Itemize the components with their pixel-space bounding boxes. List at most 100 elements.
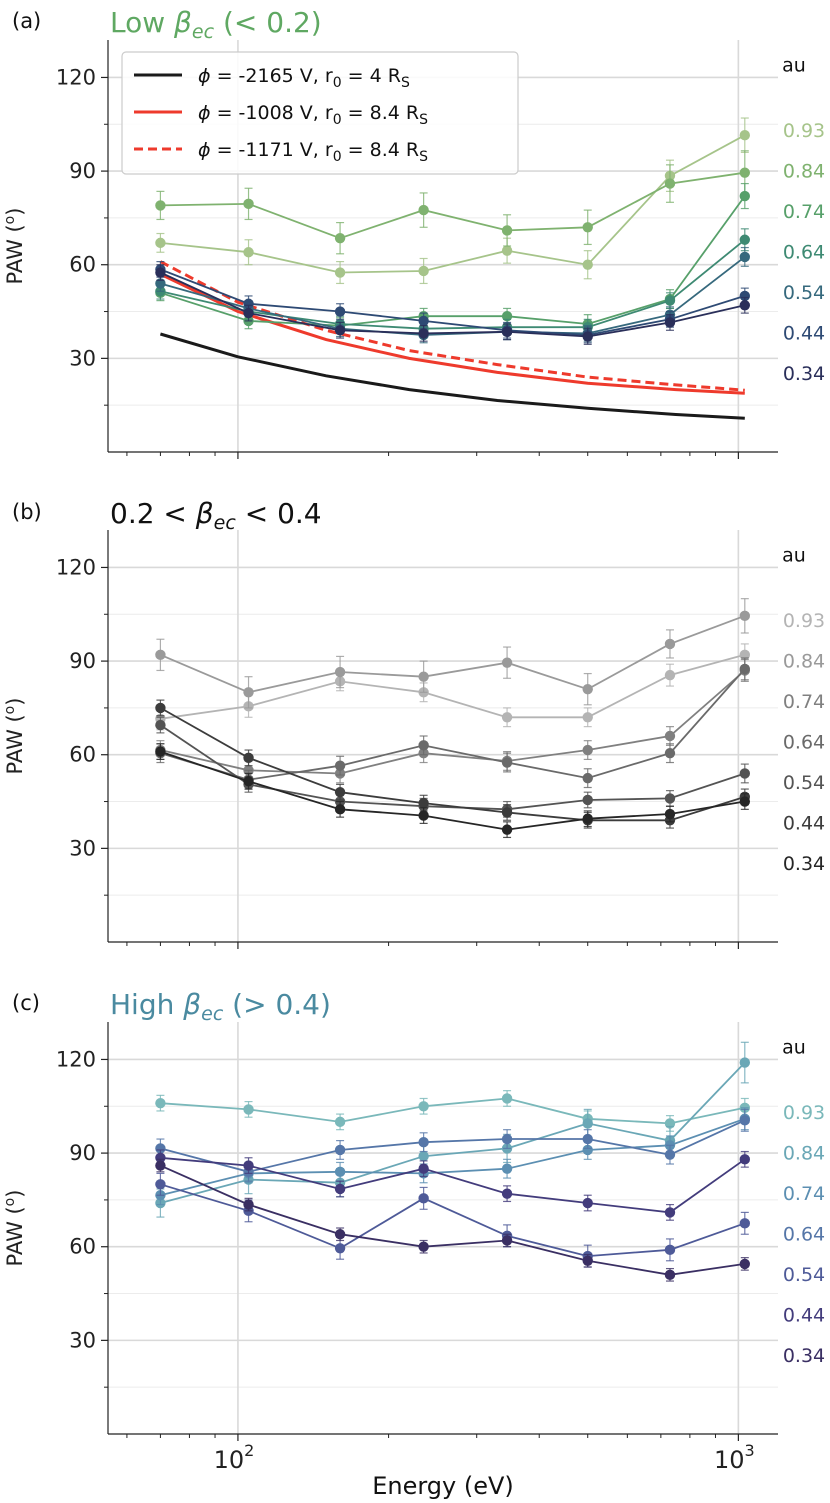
y-tick-label: 90	[69, 649, 96, 673]
model-curve	[159, 332, 745, 420]
legend-phi-text: = -1008 V, r	[211, 102, 333, 124]
data-point	[418, 1193, 429, 1204]
data-point	[334, 666, 346, 678]
y-axis-label-sup: o	[2, 1198, 18, 1207]
data-point	[739, 1218, 750, 1229]
panel-title-post: (> 0.4)	[223, 988, 331, 1021]
data-point	[334, 760, 346, 771]
data-point	[664, 730, 676, 742]
data-point	[243, 198, 254, 210]
data-point	[334, 1116, 346, 1128]
data-point	[664, 793, 676, 804]
series-label: 0.54	[783, 1264, 825, 1286]
data-point	[155, 719, 166, 731]
series-0.84	[155, 1041, 750, 1218]
panel-title-pre: Low	[110, 6, 174, 39]
series-label: 0.93	[783, 120, 825, 142]
legend-sub0: 0	[333, 149, 342, 165]
data-point	[501, 1163, 513, 1174]
data-point	[418, 1163, 429, 1174]
data-point	[334, 804, 346, 815]
data-point	[664, 178, 676, 189]
y-axis-label-text: PAW (	[3, 1206, 27, 1266]
data-point	[501, 657, 513, 668]
data-point	[334, 1144, 346, 1156]
series-label: 0.93	[783, 610, 825, 632]
data-point	[582, 772, 593, 784]
data-point	[418, 204, 429, 216]
legend-rest: = 4 R	[342, 65, 401, 87]
series-0.44	[155, 699, 750, 829]
panel-2: 30 60 90 120 PAW (o) (c) High βec (> 0.4) au 0.9…	[2, 988, 825, 1500]
data-point	[501, 245, 513, 256]
data-point	[418, 328, 429, 339]
data-point	[739, 1057, 750, 1068]
data-point	[418, 671, 429, 682]
series-label: 0.54	[783, 282, 825, 304]
data-point	[582, 712, 593, 723]
data-point	[664, 747, 676, 759]
series-line	[160, 268, 746, 336]
data-point	[243, 247, 254, 258]
data-point	[582, 1255, 593, 1266]
data-point	[582, 331, 593, 342]
legend-rest: = 8.4 R	[342, 139, 419, 161]
au-label: au	[782, 1036, 806, 1058]
data-point	[418, 740, 429, 751]
legend-entry-text: ϕ = -1008 V, r0 = 8.4 RS	[198, 102, 428, 128]
beta-symbol: β	[195, 497, 214, 530]
panel-title: 0.2 < βec < 0.4	[110, 497, 322, 534]
panel-title-post: (< 0.2)	[214, 6, 322, 39]
panel-title-post: < 0.4	[236, 497, 322, 530]
series-0.93	[155, 643, 750, 731]
data-point	[418, 265, 429, 277]
data-point	[334, 1183, 346, 1195]
data-point	[501, 1188, 513, 1199]
y-axis-label-end: )	[3, 698, 27, 706]
data-point	[243, 752, 254, 764]
data-point	[155, 1160, 166, 1171]
y-tick-label: 60	[69, 253, 96, 277]
data-point	[501, 824, 513, 835]
data-point	[334, 786, 346, 798]
series-0.34	[155, 1158, 750, 1282]
y-axis-label-text: PAW (	[3, 224, 27, 284]
legend-subS: S	[401, 75, 410, 91]
data-point	[664, 317, 676, 328]
phi-symbol: ϕ	[198, 65, 211, 87]
legend-subS: S	[419, 149, 428, 165]
y-axis-label-end: )	[3, 208, 27, 216]
data-point	[582, 1144, 593, 1156]
au-label: au	[782, 54, 806, 76]
data-point	[243, 776, 254, 787]
data-point	[243, 1160, 254, 1171]
legend-rest: = 8.4 R	[342, 102, 419, 124]
data-point	[739, 190, 750, 202]
data-point	[155, 746, 166, 757]
data-point	[155, 1143, 166, 1154]
panel-label: (b)	[12, 500, 42, 524]
series-0.84	[155, 150, 750, 255]
data-point	[155, 200, 166, 211]
data-point	[664, 808, 676, 820]
series-line	[160, 271, 746, 338]
data-point	[739, 300, 750, 311]
legend-entry-text: ϕ = -1171 V, r0 = 8.4 RS	[198, 139, 428, 165]
beta-subscript: ec	[214, 512, 237, 534]
series-label: 0.74	[783, 201, 825, 223]
y-tick-label: 120	[56, 65, 96, 89]
data-point	[739, 167, 750, 178]
y-tick-label: 90	[69, 1141, 96, 1165]
y-axis-label-sup: o	[2, 706, 18, 715]
data-point	[155, 1097, 166, 1109]
series-line	[160, 1117, 746, 1197]
data-point	[739, 251, 750, 263]
series-label: 0.64	[783, 1223, 825, 1245]
series-line	[160, 668, 746, 781]
beta-subscript: ec	[192, 21, 215, 43]
legend-frame	[121, 51, 519, 175]
data-point	[334, 1243, 346, 1254]
panel-0: 30 60 90 120 PAW (o) (a) Low βec (< 0.2) au 0.93…	[2, 6, 825, 459]
data-point	[501, 1133, 513, 1145]
series-line	[160, 1183, 746, 1258]
